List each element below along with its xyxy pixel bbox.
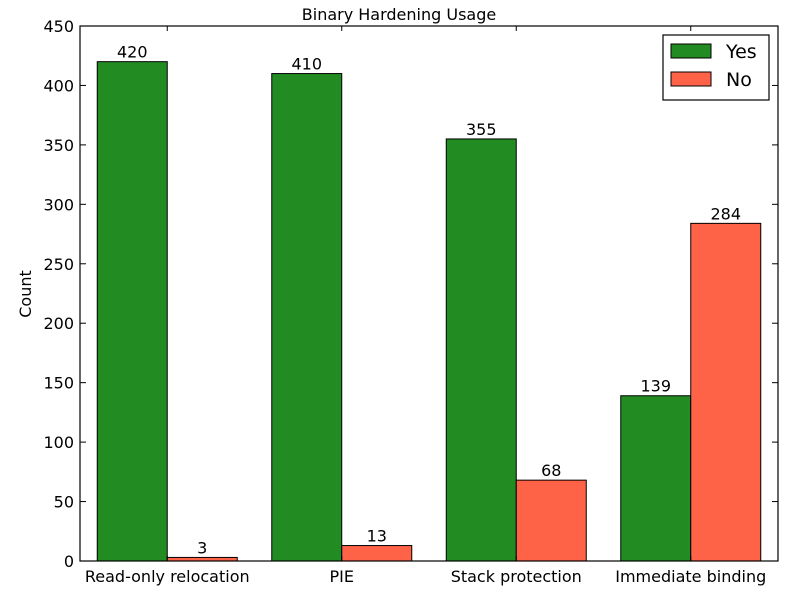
y-tick-label-0: 0 — [64, 552, 74, 571]
y-axis-label: Count — [16, 270, 35, 318]
legend: Yes No — [662, 34, 770, 101]
data-label-no-stack-protection: 68 — [541, 461, 561, 480]
y-tick-label-350: 350 — [43, 136, 74, 155]
plot-frame — [79, 25, 779, 562]
x-tick-label-read-only-relocation: Read-only relocation — [85, 567, 250, 586]
data-label-no-immediate-binding: 284 — [710, 204, 741, 223]
legend-swatch-yes — [670, 43, 712, 59]
bar-no-pie — [341, 545, 413, 562]
x-tick-label-pie: PIE — [330, 567, 354, 586]
y-tick-label-300: 300 — [43, 195, 74, 214]
legend-swatch-no — [670, 71, 712, 87]
y-tick-label-100: 100 — [43, 433, 74, 452]
y-tick-label-50: 50 — [54, 493, 74, 512]
legend-label-no: No — [726, 69, 752, 91]
data-label-yes-stack-protection: 355 — [466, 120, 497, 139]
x-tick-label-stack-protection: Stack protection — [451, 567, 582, 586]
data-label-yes-immediate-binding: 139 — [640, 377, 671, 396]
y-tick-label-450: 450 — [43, 17, 74, 36]
bar-yes-read-only-relocation — [96, 61, 168, 562]
data-label-yes-read-only-relocation: 420 — [117, 43, 148, 62]
y-tick-label-250: 250 — [43, 255, 74, 274]
y-tick-label-200: 200 — [43, 314, 74, 333]
bar-yes-immediate-binding — [620, 395, 692, 562]
x-tick-label-immediate-binding: Immediate binding — [615, 567, 766, 586]
data-label-yes-pie: 410 — [291, 55, 322, 74]
data-label-no-pie: 13 — [367, 527, 387, 546]
legend-label-yes: Yes — [725, 41, 757, 63]
y-tick-label-150: 150 — [43, 374, 74, 393]
bar-yes-pie — [271, 73, 343, 562]
y-tick-label-400: 400 — [43, 76, 74, 95]
data-label-no-read-only-relocation: 3 — [197, 538, 207, 557]
bar-no-immediate-binding — [690, 222, 762, 562]
chart-title: Binary Hardening Usage — [302, 5, 496, 24]
bar-yes-stack-protection — [445, 138, 517, 562]
bar-no-stack-protection — [515, 479, 587, 562]
